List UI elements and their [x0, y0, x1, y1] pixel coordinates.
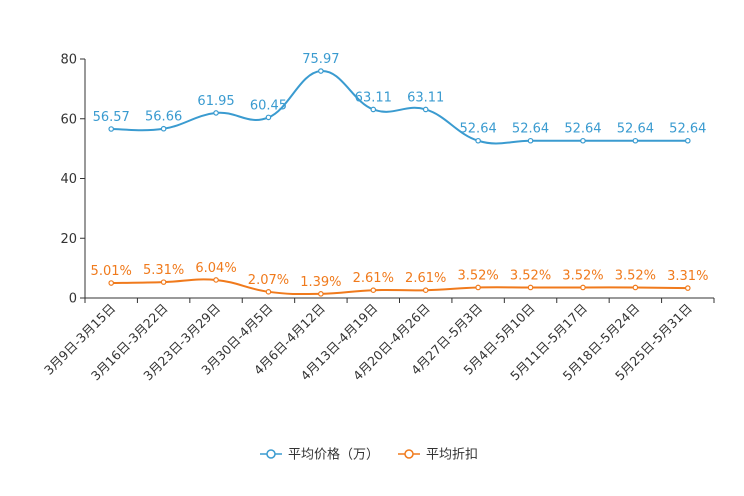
data-point[interactable] — [160, 279, 167, 285]
data-label: 5.01% — [91, 264, 132, 279]
data-label: 63.11 — [355, 90, 392, 105]
legend-label: 平均折扣 — [426, 448, 478, 463]
data-point[interactable] — [108, 280, 115, 286]
data-point[interactable] — [475, 137, 481, 144]
data-point[interactable] — [684, 137, 691, 144]
data-point[interactable] — [213, 110, 219, 116]
data-point[interactable] — [684, 285, 691, 291]
data-point[interactable] — [108, 126, 115, 132]
y-tick-label: 60 — [60, 112, 77, 127]
series-line — [111, 278, 688, 296]
data-label: 5.31% — [143, 263, 184, 278]
y-tick-label: 20 — [60, 232, 77, 247]
series-2: 5.01% 5.31% 6.04% 2.07% 1.39% 2.61% 2.61% 3.52%… — [91, 261, 708, 297]
data-label: 61.95 — [197, 94, 234, 109]
data-label: 63.11 — [407, 90, 444, 105]
data-point[interactable] — [370, 287, 377, 294]
data-label: 52.64 — [564, 122, 601, 137]
data-point[interactable] — [632, 137, 639, 144]
data-label: 1.39% — [300, 275, 341, 290]
data-point[interactable] — [580, 137, 586, 144]
data-label: 52.64 — [512, 122, 549, 137]
data-point[interactable] — [527, 137, 534, 144]
data-point[interactable] — [213, 277, 219, 283]
data-point[interactable] — [422, 287, 429, 294]
y-tick-label: 40 — [60, 172, 77, 187]
data-label: 56.57 — [93, 110, 130, 125]
data-label: 52.64 — [460, 122, 497, 137]
data-label: 3.52% — [457, 268, 498, 283]
series-1: 56.57 56.66 61.95 60.45 75.97 63.11 63.11 52.64… — [93, 52, 706, 145]
y-tick-label: 0 — [69, 292, 77, 307]
data-label: 3.31% — [667, 269, 708, 284]
data-label: 6.04% — [195, 261, 236, 276]
data-label: 2.61% — [405, 271, 446, 286]
legend-label: 平均价格（万） — [288, 447, 379, 463]
data-label: 3.52% — [615, 268, 656, 283]
data-label: 2.07% — [248, 273, 289, 288]
data-point[interactable] — [265, 289, 272, 295]
data-point[interactable] — [370, 106, 377, 113]
data-point[interactable] — [422, 106, 429, 113]
data-label: 3.52% — [510, 268, 551, 283]
data-label: 2.61% — [353, 271, 394, 286]
data-label: 52.64 — [617, 122, 654, 137]
data-label: 56.66 — [145, 110, 182, 125]
data-label: 60.45 — [250, 98, 287, 113]
series-layer: 56.57 56.66 61.95 60.45 75.97 63.11 63.11 52.64… — [91, 52, 708, 297]
data-point[interactable] — [265, 114, 272, 121]
data-point[interactable] — [475, 284, 481, 291]
data-point[interactable] — [580, 284, 586, 291]
y-tick-label: 80 — [60, 53, 77, 68]
data-point[interactable] — [160, 125, 167, 132]
legend-marker-icon — [404, 449, 414, 459]
legend-item-2[interactable]: 平均折扣 — [398, 448, 478, 463]
legend-marker-icon — [266, 449, 276, 459]
legend[interactable]: 平均价格（万） 平均折扣 — [260, 447, 478, 463]
legend-item-1[interactable]: 平均价格（万） — [260, 447, 379, 463]
data-point[interactable] — [318, 68, 324, 74]
data-point[interactable] — [632, 284, 639, 291]
data-point[interactable] — [318, 291, 324, 297]
data-label: 52.64 — [669, 122, 706, 137]
data-label: 75.97 — [302, 52, 339, 67]
data-label: 3.52% — [562, 268, 603, 283]
data-point[interactable] — [527, 284, 534, 291]
